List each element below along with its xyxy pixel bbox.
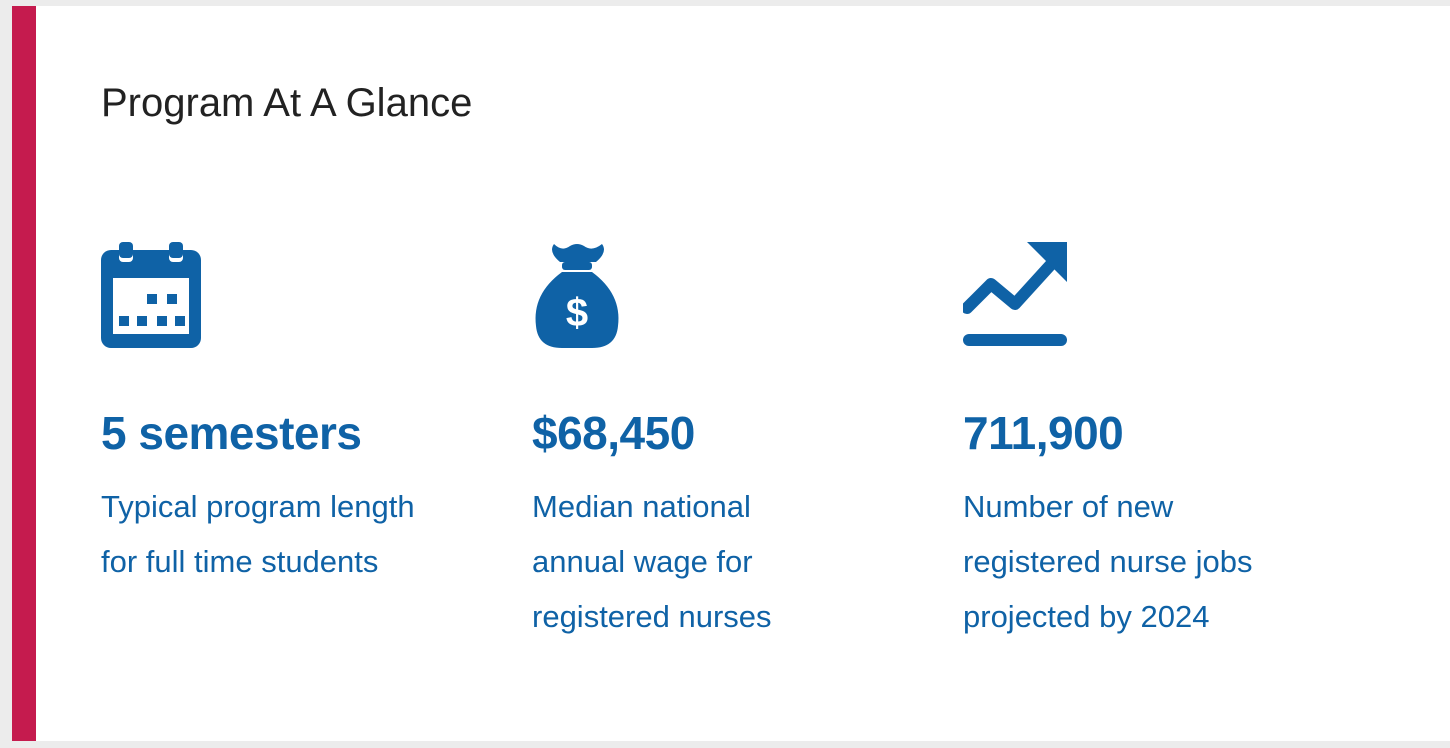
stat-description-line: for full time students [101, 544, 379, 579]
stat-description-line: registered nurse jobs [963, 544, 1253, 579]
stat-program-length: 5 semesters Typical program length for fu… [101, 242, 481, 589]
stat-value: 5 semesters [101, 407, 362, 459]
stat-description: Number of new registered nurse jobs projec… [963, 479, 1333, 644]
accent-bar [12, 6, 36, 741]
calendar-icon [101, 242, 221, 348]
stat-description: Typical program length for full time stud… [101, 479, 471, 589]
stat-description-line: Median national [532, 489, 751, 524]
stat-new-jobs: 711,900 Number of new registered nurse jo… [963, 242, 1343, 644]
section-title: Program At A Glance [101, 81, 473, 125]
stat-median-wage: $ $68,450 Median national annual wage for… [532, 242, 912, 644]
stat-value: $68,450 [532, 407, 695, 459]
svg-text:$: $ [566, 291, 588, 335]
stat-description-line: annual wage for [532, 544, 753, 579]
stat-description-line: Number of new [963, 489, 1174, 524]
stat-value: 711,900 [963, 407, 1124, 459]
stat-description-line: Typical program length [101, 489, 415, 524]
stat-description-line: registered nurses [532, 599, 772, 634]
stat-description: Median national annual wage for registered… [532, 479, 902, 644]
money-bag-icon: $ [532, 242, 652, 348]
program-at-a-glance-card: Program At A Glance 5 semesters Typical … [12, 6, 1450, 741]
trending-up-icon [963, 242, 1083, 348]
stat-description-line: projected by 2024 [963, 599, 1210, 634]
